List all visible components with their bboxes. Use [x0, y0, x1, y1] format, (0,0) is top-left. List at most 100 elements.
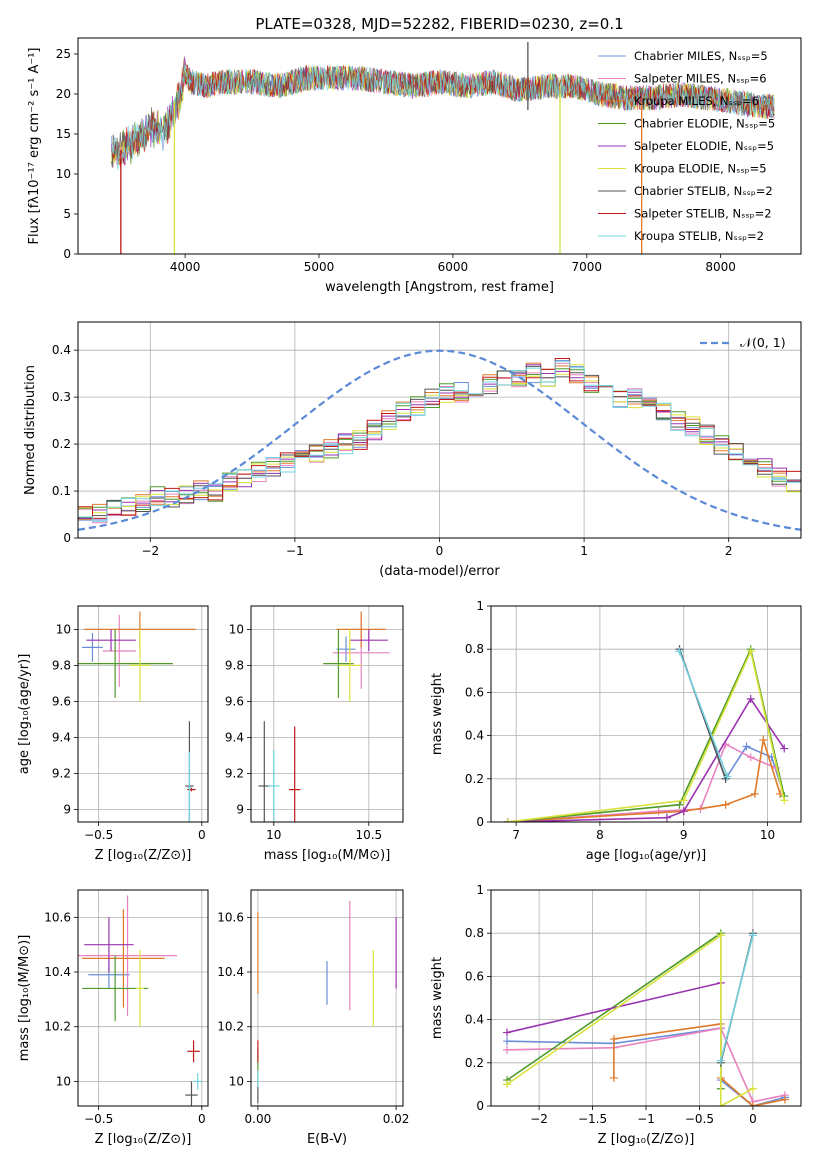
x-tick-label: 0 [198, 828, 206, 842]
y-tick-label: 0 [63, 247, 71, 261]
weight-point-marker [723, 772, 732, 781]
weight-point-marker [721, 800, 730, 809]
x-tick-label: −0.5 [685, 1112, 714, 1126]
legend-label: Kroupa ELODIE, Nₛₛₚ=5 [634, 162, 767, 176]
normal-curve [78, 349, 801, 531]
weight-point-marker [654, 807, 663, 816]
x-axis-label: E(B-V) [307, 1132, 347, 1147]
x-axis-label: age [log₁₀(age/yr)] [586, 848, 707, 863]
weight-series-line [507, 739, 781, 822]
y-tick-label: 0.8 [465, 926, 484, 940]
x-axis-label: mass [log₁₀(M/M⊙)] [264, 848, 391, 863]
weight-point-marker [503, 1037, 512, 1046]
x-tick-label: 2 [725, 544, 733, 558]
x-tick-label: 0 [436, 544, 444, 558]
weight-point-marker [662, 813, 671, 822]
y-tick-label: 9.8 [225, 658, 244, 672]
weight-series-line [507, 648, 785, 822]
axes-frame [490, 605, 802, 823]
weight-point-marker [675, 800, 684, 809]
plot-area-age_vs_mass [258, 611, 390, 822]
weight-point-marker [503, 1028, 512, 1037]
weight-point-marker [721, 774, 730, 783]
y-tick-label: 0.4 [465, 1013, 484, 1027]
panel-residuals: 𝒩(0, 1) −2 −1 0 1 2 0 0.1 0.2 0.3 0.4 (data-model)/… [23, 321, 802, 579]
plot-area-mass_vs_Z [78, 895, 202, 1106]
x-axis-label: Z [log₁₀(Z/Z⊙)] [598, 1132, 695, 1147]
y-tick-label: 10 [229, 1074, 244, 1088]
legend-label: Salpeter STELIB, Nₛₛₚ=2 [634, 207, 772, 221]
y-tick-label: 9.2 [225, 766, 244, 780]
y-axis-label: Normed distribution [23, 365, 38, 495]
y-tick-label: 10.2 [217, 1020, 244, 1034]
y-tick-label: 1 [476, 599, 484, 613]
weight-point-marker [503, 1080, 512, 1089]
x-tick-label: 9 [680, 828, 688, 842]
panel-weight_vs_Z: −2 −1.5 −1 −0.5 0 0 0.2 0.4 0.6 0.8 1 Z [log₁₀(Z/Z⊙… [430, 883, 802, 1147]
weight-point-marker [679, 807, 688, 816]
plot-area-mass_vs_ebv [257, 900, 397, 1104]
y-tick-label: 0.8 [465, 642, 484, 656]
panel-weight_vs_age: 7 8 9 10 0 0.2 0.4 0.6 0.8 1 age [log₁₀(age/yr)] ma… [430, 599, 802, 863]
y-tick-label: 10.6 [44, 910, 71, 924]
weight-point-marker [780, 1095, 789, 1104]
x-tick-label: 1 [580, 544, 588, 558]
panel-mass_vs_Z: −0.5 0 10 10.2 10.4 10.6 Z [log₁₀(Z/Z⊙)] mass [… [17, 889, 209, 1147]
weight-point-marker [503, 818, 512, 822]
y-axis-label: age [log₁₀(age/yr)] [17, 654, 32, 775]
x-tick-label: 10.5 [355, 828, 382, 842]
axes-frame [250, 889, 404, 1107]
x-tick-label: 0.00 [245, 1112, 272, 1126]
weight-point-marker [780, 744, 789, 753]
weight-point-marker [742, 742, 751, 751]
y-tick-label: 0.3 [52, 390, 71, 404]
weight-point-marker [759, 735, 768, 744]
legend: Chabrier MILES, Nₛₛₚ=5 Salpeter MILES, Nₛ… [598, 49, 775, 243]
weight-point-marker [750, 789, 759, 798]
y-tick-label: 9.4 [52, 730, 71, 744]
y-tick-label: 0 [476, 1099, 484, 1113]
weight-point-marker [609, 1035, 618, 1044]
chart-title: PLATE=0328, MJD=52282, FIBERID=0230, z=0… [255, 15, 623, 33]
y-tick-label: 25 [56, 47, 71, 61]
axes-frame [77, 37, 802, 255]
y-tick-label: 0.4 [465, 729, 484, 743]
y-tick-label: 0.6 [465, 969, 484, 983]
x-tick-label: 0 [198, 1112, 206, 1126]
panel-age_vs_Z: −0.5 0 9 9.2 9.4 9.6 9.8 10 Z [log₁₀(Z/Z⊙)] age [… [17, 605, 209, 863]
weight-series-line [507, 743, 777, 822]
legend-label: Chabrier ELODIE, Nₛₛₚ=5 [634, 117, 775, 131]
x-tick-label: 10 [266, 828, 281, 842]
y-tick-label: 0.4 [52, 343, 71, 357]
y-tick-label: 9.2 [52, 766, 71, 780]
y-tick-label: 10.4 [44, 965, 71, 979]
x-tick-label: 6000 [438, 260, 469, 274]
x-tick-label: 7 [512, 828, 520, 842]
y-axis-label: mass weight [430, 957, 445, 1039]
weight-point-marker [748, 1084, 757, 1093]
legend-label: Chabrier MILES, Nₛₛₚ=5 [634, 49, 768, 63]
panel-spectrum: Chabrier MILES, Nₛₛₚ=5 Salpeter MILES, Nₛ… [27, 15, 802, 295]
y-tick-label: 10 [56, 167, 71, 181]
x-tick-label: −2 [141, 544, 159, 558]
axes-frame [77, 605, 209, 823]
weight-series-line [678, 651, 729, 777]
weight-series-line [507, 697, 785, 822]
x-tick-label: 8 [596, 828, 604, 842]
x-tick-label: 7000 [572, 260, 603, 274]
x-tick-label: −1 [637, 1112, 655, 1126]
x-tick-label: −2 [530, 1112, 548, 1126]
legend-label: Kroupa MILES, Nₛₛₚ=6 [634, 94, 759, 108]
spectrum-line [111, 64, 775, 168]
y-tick-label: 0 [476, 815, 484, 829]
x-tick-label: 4000 [170, 260, 201, 274]
weight-point-marker [679, 796, 688, 805]
y-tick-label: 10 [229, 622, 244, 636]
panel-age_vs_mass: 10 10.5 9 9.2 9.4 9.6 9.8 10 mass [log₁₀(M/M⊙)] [225, 605, 404, 863]
weight-point-marker [609, 1073, 618, 1082]
x-tick-label: −1.5 [578, 1112, 607, 1126]
weight-point-marker [503, 1045, 512, 1054]
x-axis-label: wavelength [Angstrom, rest frame] [325, 280, 554, 295]
weight-point-marker [746, 753, 755, 762]
